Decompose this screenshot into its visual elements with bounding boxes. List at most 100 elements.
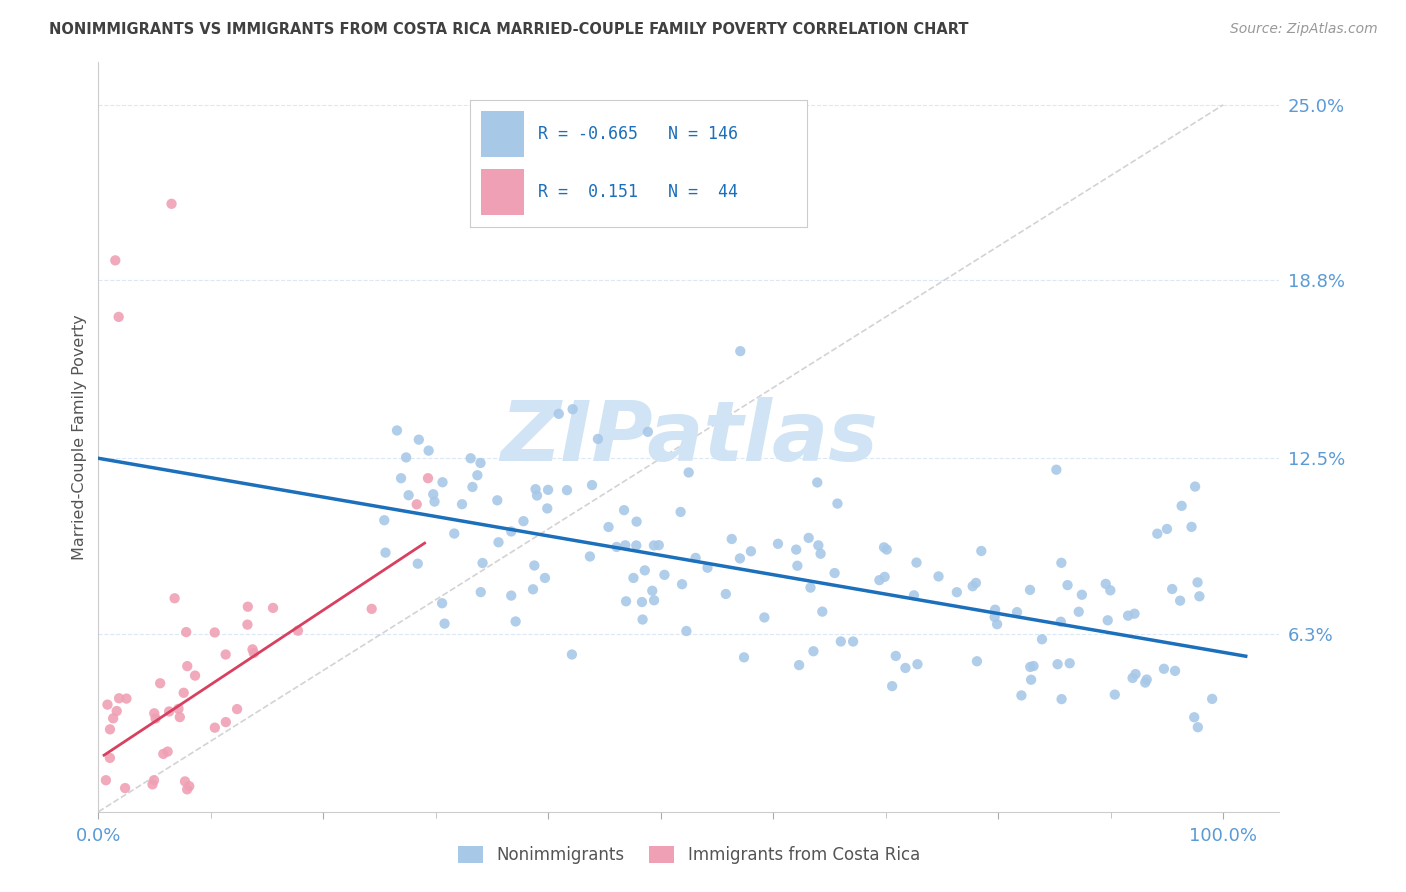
Point [830, 634, 852, 648]
Point [1187, 575, 1209, 590]
Text: NONIMMIGRANTS VS IMMIGRANTS FROM COSTA RICA MARRIED-COUPLE FAMILY POVERTY CORREL: NONIMMIGRANTS VS IMMIGRANTS FROM COSTA R… [49, 22, 969, 37]
Point [488, 535, 510, 549]
Point [163, 591, 186, 606]
Point [389, 471, 412, 485]
Y-axis label: Married-Couple Family Poverty: Married-Couple Family Poverty [72, 314, 87, 560]
Point [928, 569, 950, 583]
Point [740, 544, 762, 558]
Point [561, 648, 583, 662]
Point [547, 407, 569, 421]
Point [433, 616, 456, 631]
Point [174, 625, 197, 640]
Point [1050, 556, 1073, 570]
Point [824, 566, 846, 580]
Point [236, 617, 259, 632]
Point [443, 526, 465, 541]
Point [766, 537, 789, 551]
Point [598, 520, 620, 534]
Point [882, 679, 904, 693]
Point [654, 567, 676, 582]
Point [430, 596, 453, 610]
Point [626, 515, 648, 529]
Point [226, 702, 249, 716]
Point [696, 560, 718, 574]
Point [451, 497, 474, 511]
Point [637, 425, 659, 439]
Point [643, 593, 665, 607]
Point [423, 494, 446, 508]
Point [905, 556, 928, 570]
Point [486, 493, 509, 508]
Point [903, 588, 925, 602]
Point [173, 686, 195, 700]
Point [1161, 582, 1184, 596]
Legend: Nonimmigrants, Immigrants from Costa Rica: Nonimmigrants, Immigrants from Costa Ric… [451, 839, 927, 871]
Point [1180, 520, 1202, 534]
Point [204, 625, 226, 640]
Point [360, 602, 382, 616]
Point [141, 777, 163, 791]
Point [1050, 692, 1073, 706]
Point [1123, 607, 1146, 621]
Point [1070, 588, 1092, 602]
Point [873, 541, 896, 555]
Point [1097, 613, 1119, 627]
Point [623, 571, 645, 585]
Point [1146, 526, 1168, 541]
Point [1019, 673, 1042, 687]
Point [868, 573, 890, 587]
Point [561, 402, 583, 417]
Point [107, 310, 129, 324]
Point [728, 551, 751, 566]
Point [405, 497, 427, 511]
Point [534, 571, 557, 585]
Point [460, 451, 482, 466]
Point [398, 488, 420, 502]
Point [754, 610, 776, 624]
Point [555, 483, 578, 498]
Point [1184, 479, 1206, 493]
Point [787, 658, 810, 673]
Point [634, 563, 657, 577]
Point [606, 540, 628, 554]
Point [685, 550, 707, 565]
Point [1019, 582, 1042, 597]
Point [1156, 522, 1178, 536]
Point [669, 505, 692, 519]
Point [467, 468, 489, 483]
Point [501, 589, 523, 603]
Point [1136, 673, 1159, 687]
Point [714, 587, 737, 601]
Point [176, 659, 198, 673]
Point [204, 721, 226, 735]
Point [115, 691, 138, 706]
Point [894, 661, 917, 675]
Point [1019, 660, 1042, 674]
Point [1059, 657, 1081, 671]
Point [1104, 688, 1126, 702]
Point [1201, 692, 1223, 706]
Text: ZIPatlas: ZIPatlas [501, 397, 877, 477]
Point [236, 599, 259, 614]
Point [184, 668, 207, 682]
Point [537, 483, 560, 497]
Point [1135, 675, 1157, 690]
Point [785, 542, 807, 557]
Point [811, 605, 834, 619]
Point [946, 585, 969, 599]
Point [806, 475, 828, 490]
Point [523, 558, 546, 573]
Point [374, 546, 396, 560]
Point [1056, 578, 1078, 592]
Point [505, 615, 527, 629]
Point [1022, 659, 1045, 673]
Point [105, 704, 128, 718]
Point [1170, 499, 1192, 513]
Point [416, 471, 439, 485]
Point [983, 610, 1005, 624]
Point [720, 532, 742, 546]
Point [907, 657, 929, 672]
Point [174, 774, 197, 789]
Point [114, 780, 136, 795]
Point [408, 433, 430, 447]
